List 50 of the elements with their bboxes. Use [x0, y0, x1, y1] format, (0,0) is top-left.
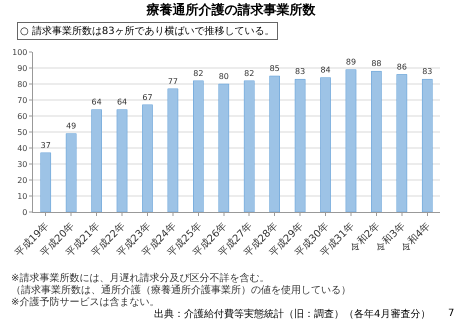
bar — [91, 109, 102, 212]
text: ※介護予防サービスは含まない。 — [11, 296, 160, 308]
data-label: 67 — [142, 92, 153, 102]
data-label: 86 — [396, 62, 407, 72]
y-tick-label: 20 — [17, 176, 28, 185]
y-tick-label: 80 — [17, 80, 28, 89]
bar — [346, 69, 356, 212]
data-label: 49 — [66, 122, 76, 131]
data-label: 64 — [92, 98, 102, 107]
y-tick-label: 70 — [17, 96, 28, 105]
text: 7 — [448, 308, 454, 319]
data-label: 83 — [295, 67, 306, 76]
bar — [142, 104, 153, 212]
text: ※請求事業所数には、月遅れ請求分及び区分不詳を含む。 — [11, 272, 270, 284]
bar — [116, 109, 128, 212]
y-tick-label: 0 — [22, 208, 28, 217]
data-label: 85 — [270, 64, 280, 74]
chart-title: 療養通所介護の請求事業所数 — [146, 2, 316, 18]
data-label: 37 — [40, 140, 51, 150]
bar — [193, 80, 204, 212]
y-tick-label: 30 — [17, 160, 28, 169]
data-label: 83 — [422, 67, 432, 76]
data-label: 80 — [218, 72, 229, 81]
data-label: 84 — [320, 66, 331, 75]
bar — [320, 77, 331, 212]
source-note: 出典：介護給付費等実態統計（旧：調査）（各年4月審査分） — [154, 308, 430, 320]
bar — [422, 78, 433, 212]
y-tick-label: 10 — [17, 192, 28, 201]
text: （請求事業所数は、通所介護（療養通所介護事業所）の値を使用している） — [11, 284, 351, 296]
data-label: 82 — [244, 68, 254, 78]
y-tick-label: 40 — [17, 144, 28, 153]
y-tick-label: 50 — [17, 128, 28, 137]
bar — [218, 84, 230, 212]
bar — [371, 70, 382, 212]
bar — [168, 88, 178, 212]
bar — [396, 74, 408, 212]
data-label: 64 — [116, 98, 128, 107]
bar — [40, 152, 52, 212]
data-label: 82 — [193, 68, 204, 78]
bar — [294, 78, 306, 212]
y-tick-label: 90 — [17, 64, 28, 73]
bar — [244, 80, 255, 212]
chart-subtitle: ○ 請求事業所数は83ヶ所であり横ばいで推移している。 — [20, 25, 275, 37]
bar — [269, 76, 280, 212]
y-tick-label: 100 — [12, 48, 28, 57]
y-tick-label: 60 — [17, 112, 28, 121]
bar — [66, 133, 76, 212]
data-label: 88 — [371, 59, 382, 68]
data-label: 77 — [168, 76, 178, 86]
data-label: 89 — [346, 58, 356, 67]
